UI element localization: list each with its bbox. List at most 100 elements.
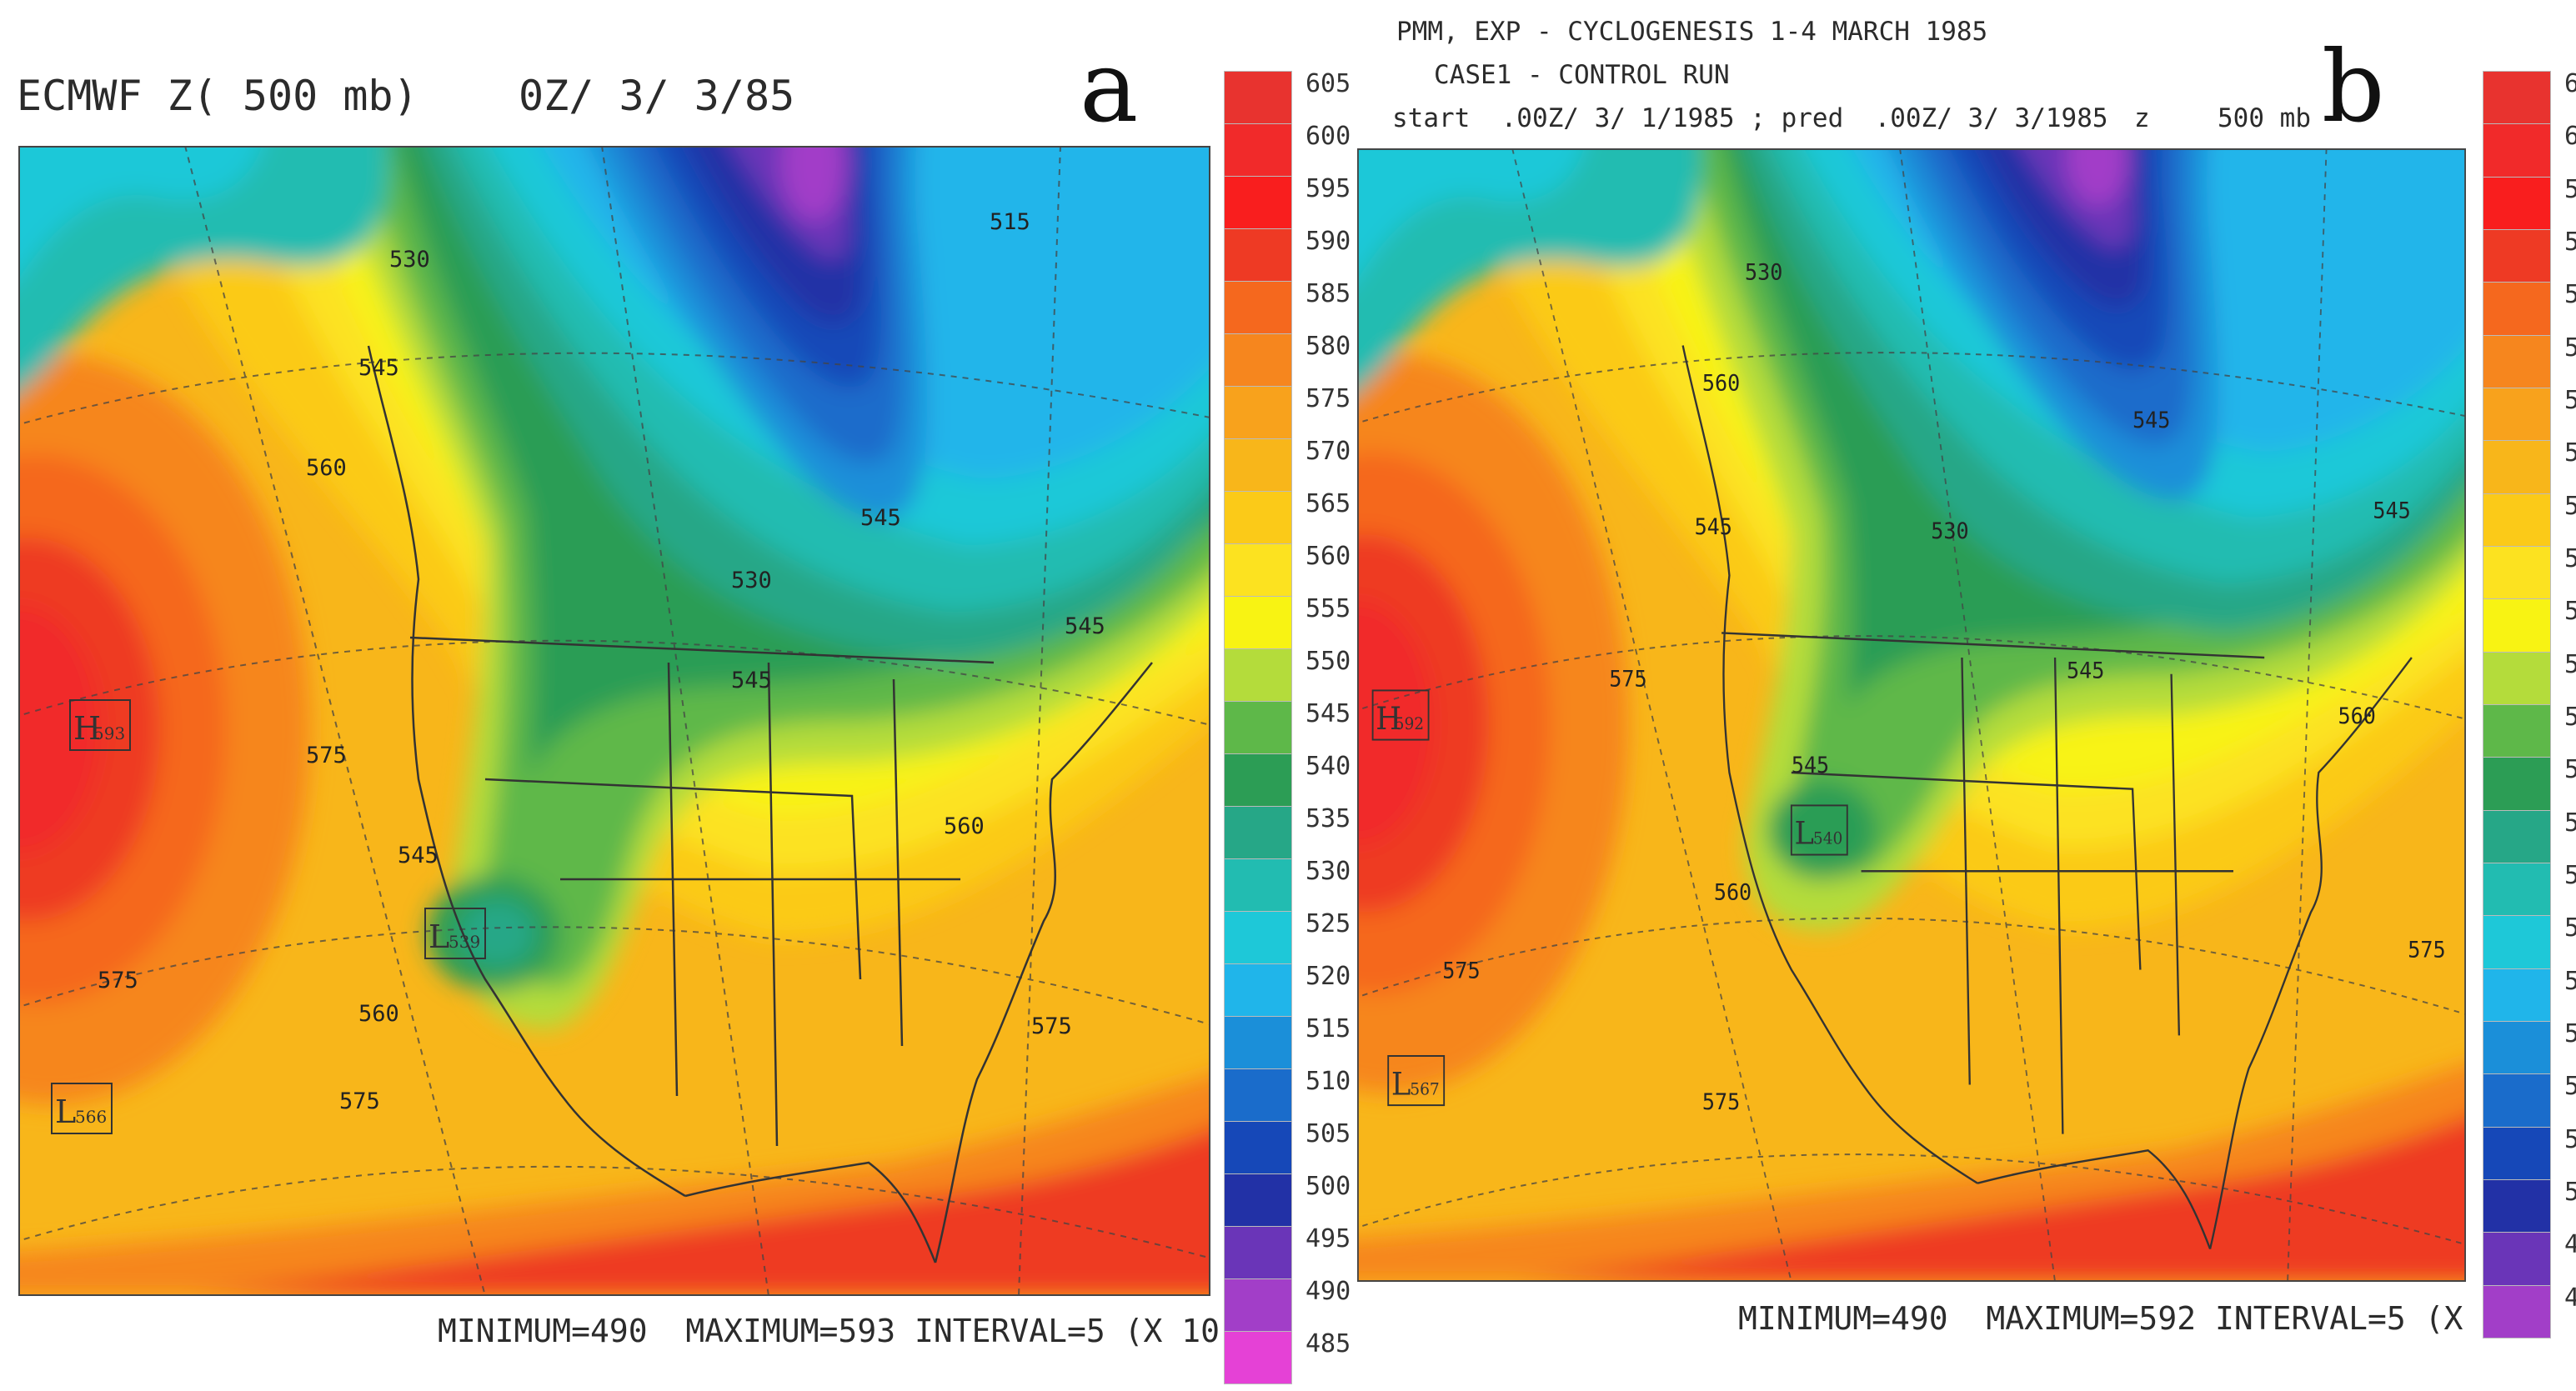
color-scale-swatch xyxy=(1224,1068,1292,1122)
color-scale-swatch xyxy=(1224,858,1292,912)
color-scale-label: 495 xyxy=(1306,1224,1351,1253)
svg-text:593: 593 xyxy=(93,723,125,743)
low-pressure-marker: L 540 xyxy=(1790,804,1848,856)
color-scale-swatch xyxy=(1224,596,1292,649)
svg-text:567: 567 xyxy=(1410,1079,1440,1099)
color-scale-label: 595 xyxy=(1306,174,1351,203)
color-scale-label: 555 xyxy=(2564,597,2576,627)
color-scale-swatch xyxy=(1224,701,1292,754)
color-scale-label: 580 xyxy=(1306,332,1351,361)
color-scale-swatch xyxy=(2483,1284,2551,1338)
color-scale-label: 525 xyxy=(2564,913,2576,943)
color-scale-label: 500 xyxy=(2564,1178,2576,1207)
color-scale-swatch xyxy=(2483,176,2551,230)
panel-b-header-line: start .00Z/ 3/ 1/1985 ; pred .00Z/ 3/ 3/… xyxy=(1392,103,2108,133)
panel-b-field: z xyxy=(2134,103,2150,133)
svg-text:L: L xyxy=(1391,1065,1411,1102)
panel-b-header-line: PMM, EXP - CYCLOGENESIS 1-4 MARCH 1985 xyxy=(1396,17,1988,47)
contour-label: 530 xyxy=(1745,260,1782,286)
low-pressure-marker: L 566 xyxy=(51,1083,113,1134)
color-scale-swatch xyxy=(1224,1016,1292,1069)
color-scale-label: 605 xyxy=(1306,69,1351,98)
color-scale-label: 500 xyxy=(1306,1172,1351,1201)
color-scale-swatch xyxy=(2483,282,2551,336)
panel-a-color-scale: 605 600 595 590 585 580 575 570 565 560 555 550 545 5… xyxy=(1224,69,1351,1384)
color-scale-label: 560 xyxy=(2564,544,2576,573)
color-scale-swatch xyxy=(2483,1073,2551,1128)
panel-a: ECMWF Z( 500 mb) 0Z/ 3/ 3/85 a xyxy=(17,29,1351,1384)
panel-b-header-line: CASE1 - CONTROL RUN xyxy=(1434,60,1730,90)
color-scale-swatch xyxy=(1224,1121,1292,1174)
low-pressure-marker: L 567 xyxy=(1387,1055,1446,1107)
color-scale-label: 575 xyxy=(2564,386,2576,415)
color-scale-label: 515 xyxy=(1306,1014,1351,1043)
color-scale-swatch xyxy=(2483,1126,2551,1180)
color-scale-swatch xyxy=(2483,1179,2551,1233)
color-scale-swatch xyxy=(1224,648,1292,702)
color-scale-swatch xyxy=(2483,863,2551,917)
svg-text:H: H xyxy=(73,710,101,747)
contour-label: 560 xyxy=(306,455,347,481)
color-scale-label: 570 xyxy=(2564,438,2576,468)
color-scale-label: 520 xyxy=(2564,966,2576,996)
color-scale-swatch xyxy=(1224,1226,1292,1279)
color-scale-label: 545 xyxy=(2564,703,2576,732)
contour-label: 545 xyxy=(1792,753,1829,778)
color-scale-label: 530 xyxy=(2564,861,2576,890)
svg-text:H: H xyxy=(1376,700,1401,737)
contour-label: 545 xyxy=(860,505,901,531)
contour-label: 545 xyxy=(2373,498,2410,524)
contour-label: 530 xyxy=(1931,518,1968,544)
panel-b-map: 530 545 560 545 530 545 575 545 560 560 … xyxy=(1357,148,2466,1282)
panel-b: PMM, EXP - CYCLOGENESIS 1-4 MARCH 1985 C… xyxy=(1288,0,2576,1391)
contour-label: 560 xyxy=(358,1001,399,1027)
color-scale-label: 545 xyxy=(1306,699,1351,728)
color-scale-label: 490 xyxy=(1306,1277,1351,1306)
color-scale-label: 600 xyxy=(1306,122,1351,151)
contour-label: 530 xyxy=(731,568,772,593)
color-scale-swatch xyxy=(1224,1331,1292,1384)
contour-label: 575 xyxy=(1442,958,1480,984)
color-scale-swatch xyxy=(1224,753,1292,807)
color-scale-swatch xyxy=(1224,1278,1292,1332)
color-scale-label: 550 xyxy=(2564,649,2576,679)
color-scale-label: 565 xyxy=(1306,489,1351,518)
color-scale-label: 585 xyxy=(1306,279,1351,308)
contour-label: 545 xyxy=(2132,408,2170,433)
contour-label: 560 xyxy=(2338,703,2376,729)
color-scale-swatch xyxy=(2483,440,2551,494)
color-scale-swatch xyxy=(1224,123,1292,177)
color-scale-swatch xyxy=(2483,1021,2551,1075)
color-scale-swatch xyxy=(1224,963,1292,1017)
contour-label: 545 xyxy=(1065,613,1105,639)
color-scale-swatch xyxy=(2483,809,2551,863)
color-scale-label: 520 xyxy=(1306,962,1351,991)
color-scale-label: 595 xyxy=(2564,174,2576,204)
contour-label: 530 xyxy=(389,247,430,273)
high-pressure-marker: H 593 xyxy=(69,699,131,751)
svg-text:592: 592 xyxy=(1395,713,1425,733)
color-scale-label: 570 xyxy=(1306,437,1351,466)
contour-label: 545 xyxy=(2067,658,2104,684)
color-scale-swatch xyxy=(2483,546,2551,600)
color-scale-swatch xyxy=(1224,386,1292,439)
color-scale-swatch xyxy=(1224,333,1292,387)
color-scale-swatch xyxy=(2483,598,2551,653)
color-scale-swatch xyxy=(1224,1173,1292,1227)
color-scale-swatch xyxy=(2483,915,2551,969)
panel-a-map: 530 515 545 560 545 530 545 575 545 560 … xyxy=(18,146,1210,1296)
color-scale-label: 490 xyxy=(2564,1283,2576,1313)
color-scale-swatch xyxy=(2483,493,2551,547)
contour-label: 575 xyxy=(2408,938,2445,963)
color-scale-label: 580 xyxy=(2564,333,2576,363)
svg-text:566: 566 xyxy=(75,1107,107,1127)
contour-label: 575 xyxy=(1702,1089,1740,1115)
contour-label: 575 xyxy=(1031,1013,1072,1039)
color-scale-label: 550 xyxy=(1306,647,1351,676)
svg-text:539: 539 xyxy=(449,932,480,952)
color-scale-label: 605 xyxy=(2564,69,2576,98)
color-scale-label: 505 xyxy=(2564,1124,2576,1154)
color-scale-swatch xyxy=(2483,334,2551,388)
color-scale-label: 505 xyxy=(1306,1119,1351,1148)
color-scale-swatch xyxy=(1224,281,1292,334)
